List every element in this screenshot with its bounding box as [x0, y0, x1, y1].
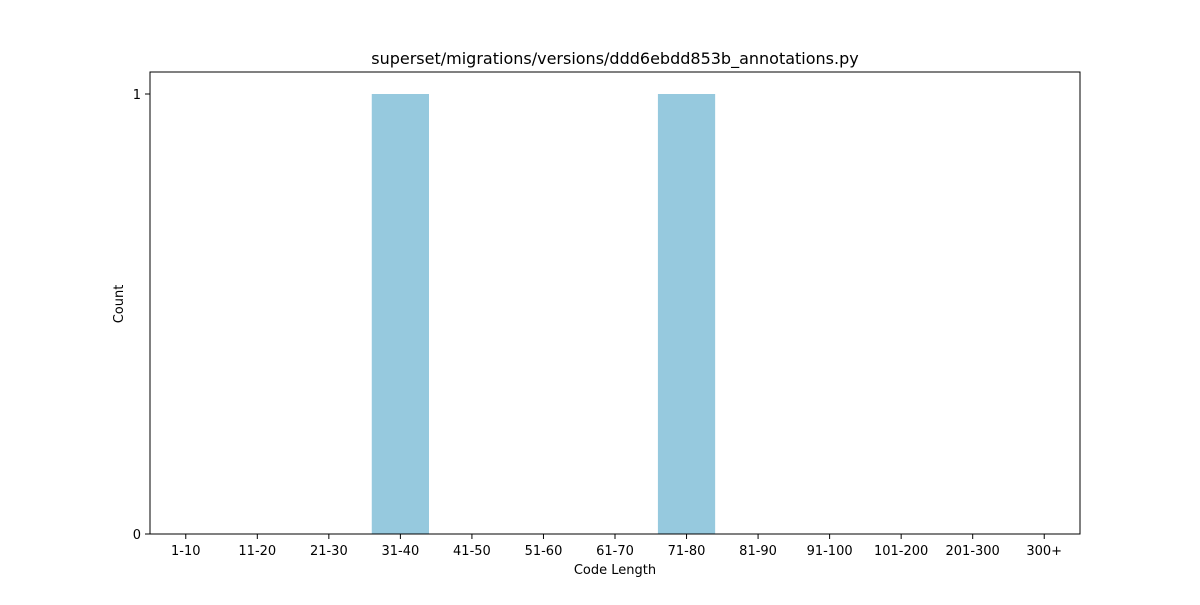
x-tick-label-41-50: 41-50	[453, 544, 491, 559]
y-tick-label-0: 0	[133, 528, 141, 543]
x-tick-label-201-300: 201-300	[946, 544, 1000, 559]
plot-area: 1-10 11-20 21-30 31-40 41-50 51-60 61-70 71-80 8…	[133, 71, 1081, 559]
x-tick-label-11-20: 11-20	[238, 544, 276, 559]
x-tick-label-81-90: 81-90	[739, 544, 777, 559]
x-tick-label-91-100: 91-100	[807, 544, 853, 559]
y-tick-label-1: 1	[133, 88, 141, 103]
bar-31-40	[371, 94, 429, 534]
x-tick-label-71-80: 71-80	[668, 544, 706, 559]
chart-title: superset/migrations/versions/ddd6ebdd853…	[371, 49, 858, 69]
x-tick-label-21-30: 21-30	[310, 544, 348, 559]
plot-frame	[149, 71, 1081, 535]
x-tick-label-300+: 300+	[1026, 544, 1062, 559]
x-tick-label-31-40: 31-40	[381, 544, 419, 559]
x-tick-label-101-200: 101-200	[874, 544, 928, 559]
x-tick-label-61-70: 61-70	[596, 544, 634, 559]
y-axis-label: Count	[112, 285, 127, 324]
bar-71-80	[657, 94, 716, 534]
x-tick-label-51-60: 51-60	[525, 544, 563, 559]
x-axis-label: Code Length	[574, 563, 656, 578]
x-tick-label-1-10: 1-10	[171, 544, 201, 559]
